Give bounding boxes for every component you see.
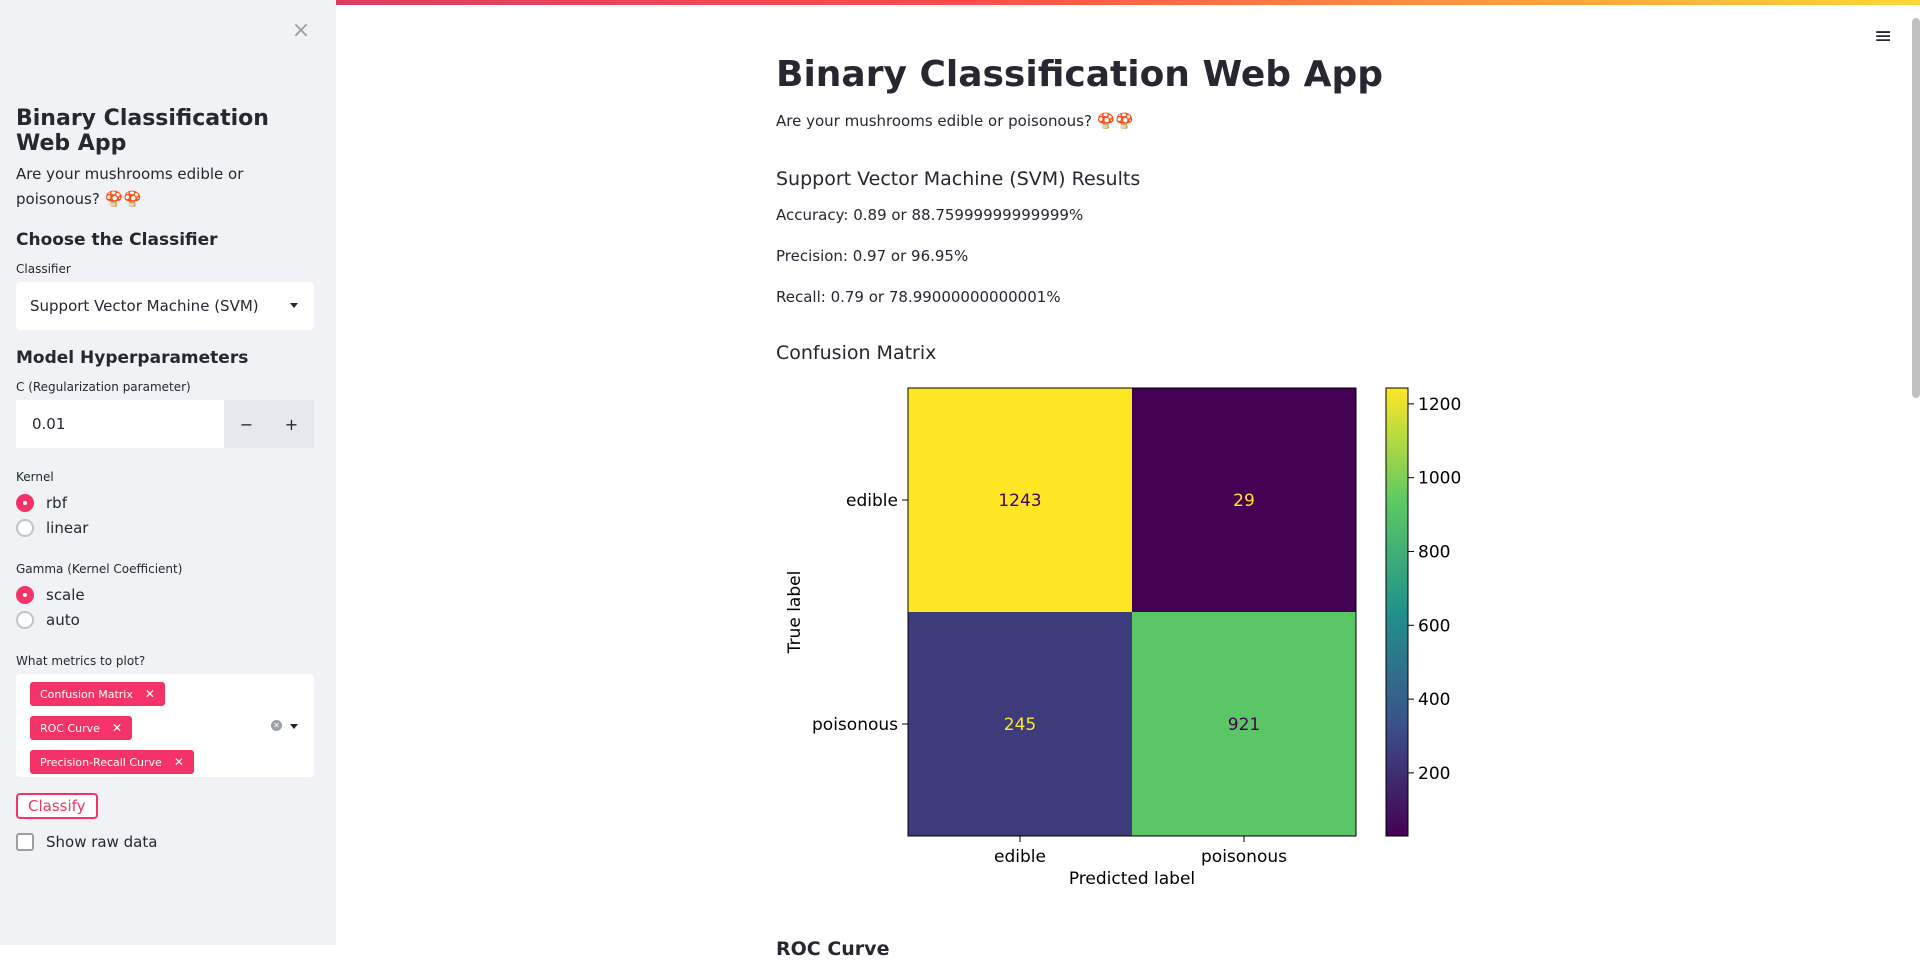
tag-label: Precision-Recall Curve — [40, 755, 162, 769]
recall-text: Recall: 0.79 or 78.99000000000001% — [776, 288, 1061, 306]
kernel-option-label: rbf — [46, 493, 67, 512]
colorbar-tick-label: 1000 — [1418, 469, 1461, 489]
y-tick-labels: edible poisonous — [812, 491, 908, 735]
close-sidebar-icon[interactable]: × — [291, 18, 311, 43]
checkbox-icon — [16, 833, 34, 851]
top-decoration-bar — [0, 0, 1920, 5]
y-axis-label: True label — [785, 571, 805, 655]
classifier-select[interactable]: Support Vector Machine (SVM) — [16, 282, 314, 330]
sidebar-subtitle: Are your mushrooms edible or poisonous? … — [16, 165, 244, 208]
x-axis-label: Predicted label — [1069, 869, 1195, 889]
colorbar-tick-label: 800 — [1418, 542, 1450, 562]
colorbar-ticks: 200 400 600 800 1000 1200 — [1408, 395, 1461, 784]
sidebar: × Binary Classification Web App Are your… — [0, 0, 336, 945]
heatmap-cell — [908, 388, 1132, 612]
hyperparameters-heading: Model Hyperparameters — [16, 348, 249, 368]
heatmap-cell — [1132, 612, 1356, 836]
plot-frame — [907, 387, 1357, 837]
page-title: Binary Classification Web App — [776, 54, 1384, 95]
gamma-radio-group: Gamma (Kernel Coefficient) scale auto — [16, 562, 314, 632]
roc-curve-heading-partial: ROC Curve — [776, 938, 890, 960]
cell-value-label: 29 — [1233, 491, 1255, 511]
y-tick-label: edible — [846, 491, 898, 511]
radio-unselected-icon — [16, 518, 34, 537]
colorbar-tick-label: 600 — [1418, 616, 1450, 636]
heatmap-cell — [908, 612, 1132, 836]
chevron-down-icon — [290, 303, 298, 308]
x-tick-label: poisonous — [1201, 847, 1287, 867]
menu-icon[interactable]: ≡ — [1874, 24, 1893, 49]
chevron-down-icon[interactable] — [290, 724, 298, 729]
gamma-option-label: scale — [46, 585, 85, 604]
cell-value-label: 245 — [1004, 715, 1036, 735]
show-raw-data-checkbox[interactable]: Show raw data — [16, 833, 314, 851]
results-heading: Support Vector Machine (SVM) Results — [776, 168, 1141, 190]
show-raw-data-label: Show raw data — [46, 833, 158, 851]
kernel-option-rbf[interactable]: rbf — [16, 490, 314, 515]
sidebar-title: Binary Classification Web App — [16, 106, 269, 156]
cell-value-label: 1243 — [998, 491, 1041, 511]
metrics-label: What metrics to plot? — [16, 654, 146, 668]
c-param-stepper: 0.01 − + — [16, 400, 314, 448]
metrics-multiselect[interactable]: Confusion Matrix ✕ ROC Curve ✕ Precision… — [16, 674, 314, 777]
clear-all-icon[interactable]: ✕ — [271, 720, 282, 731]
kernel-option-label: linear — [46, 518, 89, 537]
colorbar-tick-label: 200 — [1418, 764, 1450, 784]
c-param-input[interactable]: 0.01 — [16, 400, 224, 448]
classifier-label: Classifier — [16, 262, 71, 276]
radio-unselected-icon — [16, 610, 34, 629]
confusion-matrix-heading: Confusion Matrix — [776, 342, 937, 364]
cell-value-label: 921 — [1228, 715, 1260, 735]
classifier-selected-value: Support Vector Machine (SVM) — [30, 297, 259, 315]
heatmap-cells: 1243 29 245 921 — [908, 388, 1356, 836]
remove-tag-icon[interactable]: ✕ — [144, 687, 155, 701]
accuracy-text: Accuracy: 0.89 or 88.75999999999999% — [776, 206, 1084, 224]
kernel-label: Kernel — [16, 470, 54, 484]
colorbar-tick-label: 400 — [1418, 690, 1450, 710]
classify-button[interactable]: Classify — [16, 793, 98, 819]
kernel-option-linear[interactable]: linear — [16, 515, 314, 540]
tag-label: ROC Curve — [40, 721, 100, 735]
gamma-option-scale[interactable]: scale — [16, 582, 314, 607]
scrollbar-thumb[interactable] — [1912, 18, 1920, 398]
colorbar — [1385, 387, 1409, 837]
confusion-matrix-chart: 1243 29 245 921 edible poisonous edible poiso… — [785, 387, 1461, 889]
metric-tag-confusion-matrix: Confusion Matrix ✕ — [30, 682, 165, 706]
precision-text: Precision: 0.97 or 96.95% — [776, 247, 969, 265]
kernel-radio-group: Kernel rbf linear — [16, 470, 314, 540]
radio-selected-icon — [16, 585, 34, 604]
page-subtitle: Are your mushrooms edible or poisonous? … — [776, 112, 1135, 130]
y-tick-label: poisonous — [812, 715, 898, 735]
remove-tag-icon[interactable]: ✕ — [173, 755, 184, 769]
tag-label: Confusion Matrix — [40, 687, 133, 701]
x-tick-labels: edible poisonous — [994, 836, 1287, 867]
gamma-label: Gamma (Kernel Coefficient) — [16, 562, 183, 576]
gamma-option-label: auto — [46, 610, 80, 629]
heatmap-cell — [1132, 388, 1356, 612]
c-param-label: C (Regularization parameter) — [16, 380, 191, 394]
increment-button[interactable]: + — [269, 400, 314, 448]
radio-selected-icon — [16, 493, 34, 512]
gamma-option-auto[interactable]: auto — [16, 607, 314, 632]
colorbar-tick-label: 1200 — [1418, 395, 1461, 415]
choose-classifier-heading: Choose the Classifier — [16, 230, 218, 250]
remove-tag-icon[interactable]: ✕ — [111, 721, 122, 735]
metric-tag-roc-curve: ROC Curve ✕ — [30, 716, 132, 740]
decrement-button[interactable]: − — [224, 400, 269, 448]
x-tick-label: edible — [994, 847, 1046, 867]
metric-tag-precision-recall: Precision-Recall Curve ✕ — [30, 750, 194, 774]
